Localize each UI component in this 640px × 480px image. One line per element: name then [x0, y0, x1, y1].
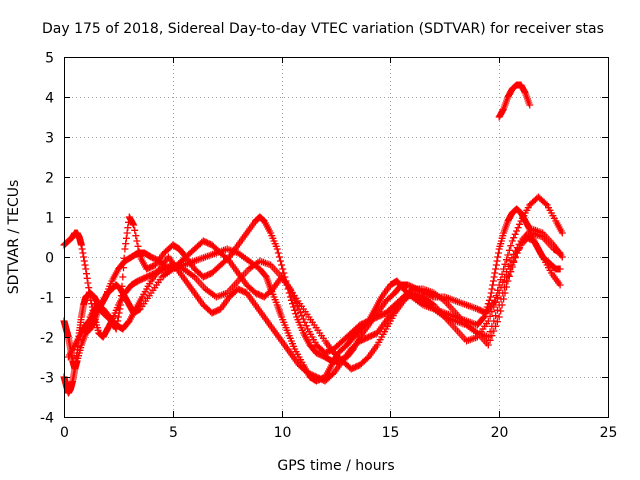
y-tick-label: 3 — [45, 131, 54, 147]
plus-markers — [86, 233, 564, 385]
y-tick-label: 5 — [45, 51, 54, 67]
x-tick-label: 5 — [169, 425, 178, 441]
grid-lines — [64, 57, 608, 417]
plot-frame — [64, 57, 609, 418]
series-track-f — [495, 81, 534, 121]
chart-title: Day 175 of 2018, Sidereal Day-to-day VTE… — [42, 21, 604, 37]
y-tick-label: 4 — [45, 91, 54, 107]
x-tick-label: 20 — [491, 425, 509, 441]
plus-markers — [495, 81, 534, 121]
y-tick-label: -4 — [40, 411, 54, 427]
data-marks — [60, 81, 566, 397]
y-tick-label: 1 — [45, 211, 54, 227]
x-axis-label: GPS time / hours — [277, 458, 394, 474]
y-tick-label: -3 — [40, 371, 54, 387]
y-tick-label: -2 — [40, 331, 54, 347]
axis-ticks: 0 5 10 15 20 25 -4 -3 -2 -1 0 1 2 3 4 5 — [40, 51, 617, 442]
y-tick-label: 2 — [45, 171, 54, 187]
series-track-d — [64, 229, 564, 361]
x-tick-label: 0 — [60, 425, 69, 441]
y-axis-label: SDTVAR / TECUs — [6, 180, 22, 295]
x-tick-label: 15 — [382, 425, 400, 441]
x-tick-label: 25 — [600, 425, 618, 441]
plus-markers — [64, 229, 564, 361]
y-tick-label: 0 — [45, 251, 54, 267]
x-tick-label: 10 — [274, 425, 292, 441]
y-tick-label: -1 — [40, 291, 54, 307]
series-track-e — [86, 233, 564, 385]
